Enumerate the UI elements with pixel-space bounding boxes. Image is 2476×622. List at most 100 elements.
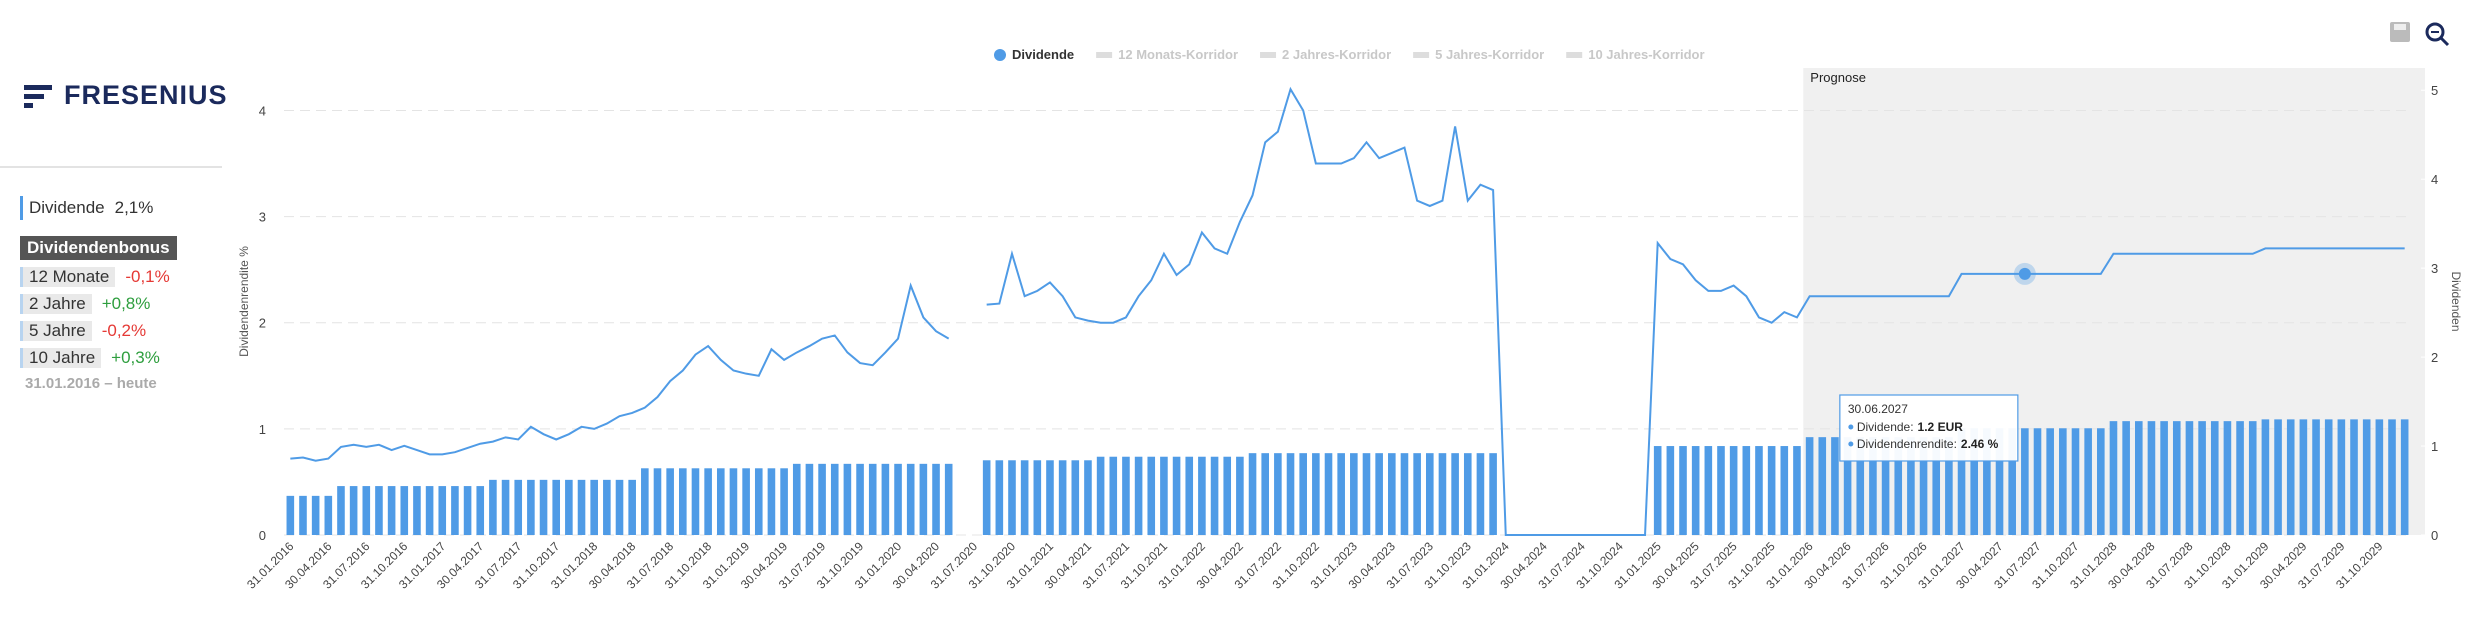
bar bbox=[1020, 460, 1029, 535]
bar bbox=[2261, 419, 2270, 535]
y2-tick-label: 2 bbox=[2431, 350, 2438, 365]
bar bbox=[830, 463, 839, 535]
bar bbox=[324, 495, 333, 535]
bar bbox=[1691, 446, 1700, 535]
forecast-label: Prognose bbox=[1810, 70, 1866, 85]
bar bbox=[1666, 446, 1675, 535]
bar bbox=[1388, 453, 1396, 535]
y2-axis-title: Dividenden bbox=[2449, 271, 2463, 331]
bar bbox=[1198, 456, 1206, 535]
bar bbox=[944, 463, 953, 535]
bar bbox=[906, 463, 915, 535]
bar bbox=[552, 479, 561, 535]
bonus-row-value: -0,1% bbox=[125, 266, 170, 286]
y2-tick-label: 4 bbox=[2431, 172, 2438, 187]
y-axis-title: Dividendenrendite % bbox=[237, 246, 251, 357]
bar bbox=[400, 486, 409, 535]
bar bbox=[2350, 419, 2358, 535]
bar bbox=[716, 468, 725, 535]
bar bbox=[2059, 428, 2067, 535]
tooltip-value: 2.46 % bbox=[1961, 437, 1999, 451]
bar bbox=[2122, 421, 2130, 535]
bar bbox=[501, 479, 510, 535]
save-icon-part bbox=[2394, 24, 2406, 30]
bar bbox=[1033, 460, 1042, 535]
bar bbox=[2337, 419, 2346, 535]
bar bbox=[843, 463, 852, 535]
legend-marker-inactive bbox=[1260, 52, 1277, 58]
bar bbox=[1261, 453, 1270, 535]
bar bbox=[754, 468, 763, 535]
bar bbox=[1957, 428, 1966, 535]
bar bbox=[2097, 428, 2105, 535]
bar bbox=[995, 460, 1004, 535]
bar bbox=[463, 486, 472, 535]
bar bbox=[1843, 437, 1852, 535]
bar bbox=[375, 486, 383, 535]
bar bbox=[641, 468, 649, 535]
bar bbox=[653, 468, 662, 535]
bar bbox=[438, 486, 447, 535]
y-tick-label: 0 bbox=[259, 528, 266, 543]
bar bbox=[1793, 446, 1801, 535]
bar bbox=[1109, 456, 1118, 535]
zoom-icon-handle bbox=[2439, 36, 2450, 47]
logo: FRESENIUS bbox=[24, 80, 228, 111]
y2-tick-label: 3 bbox=[2431, 261, 2438, 276]
bar bbox=[1983, 428, 1991, 535]
bar bbox=[856, 463, 864, 535]
bar bbox=[425, 486, 434, 535]
bar bbox=[1767, 446, 1776, 535]
bar bbox=[818, 463, 826, 535]
bar bbox=[932, 463, 940, 535]
legend-label-inactive: 10 Jahres-Korridor bbox=[1588, 47, 1704, 62]
bar bbox=[881, 463, 890, 535]
bar bbox=[2236, 421, 2244, 535]
legend-label: Dividende bbox=[1012, 47, 1074, 62]
toolbar bbox=[2390, 22, 2450, 47]
tooltip-label: Dividendenrendite: bbox=[1857, 437, 1957, 451]
bar bbox=[1463, 453, 1472, 535]
bar bbox=[1337, 453, 1345, 535]
bar bbox=[337, 486, 345, 535]
legend-marker-inactive bbox=[1096, 52, 1113, 58]
bar bbox=[1818, 437, 1827, 535]
bonus-row-label: 2 Jahre bbox=[20, 293, 92, 314]
bar bbox=[805, 463, 814, 535]
summary: Dividende 2,1% bbox=[20, 196, 153, 220]
bar bbox=[1831, 437, 1839, 535]
logo-text: FRESENIUS bbox=[64, 80, 228, 110]
bar bbox=[2160, 421, 2168, 535]
period: 31.01.2016 – heute bbox=[25, 375, 157, 392]
bar bbox=[1400, 453, 1409, 535]
bar bbox=[2147, 421, 2156, 535]
bar bbox=[514, 479, 523, 535]
tooltip: 30.06.2027 Dividende: 1.2 EUR Dividendenren… bbox=[1839, 394, 2019, 462]
bar bbox=[527, 479, 535, 535]
bar bbox=[742, 468, 750, 535]
bar bbox=[590, 479, 598, 535]
bonus-row-label: 5 Jahre bbox=[20, 320, 92, 341]
bar bbox=[1299, 453, 1307, 535]
bar bbox=[1084, 460, 1092, 535]
bar bbox=[780, 468, 788, 535]
bonus-row: 5 Jahre -0,2% bbox=[20, 318, 146, 343]
highlight-point bbox=[2018, 267, 2031, 280]
bar bbox=[476, 486, 485, 535]
bar bbox=[1679, 446, 1687, 535]
bar bbox=[1134, 456, 1143, 535]
bar bbox=[1071, 460, 1080, 535]
bar bbox=[1350, 453, 1358, 535]
bar bbox=[2274, 419, 2282, 535]
bar bbox=[1122, 456, 1130, 535]
bar bbox=[2375, 419, 2384, 535]
bar bbox=[1046, 460, 1054, 535]
legend-marker bbox=[994, 49, 1006, 61]
y2-tick-label: 0 bbox=[2431, 528, 2438, 543]
bar bbox=[603, 479, 611, 535]
zoom-icon[interactable] bbox=[2425, 22, 2445, 42]
y-tick-label: 4 bbox=[259, 103, 266, 118]
bar bbox=[2134, 421, 2143, 535]
bar bbox=[1185, 456, 1194, 535]
